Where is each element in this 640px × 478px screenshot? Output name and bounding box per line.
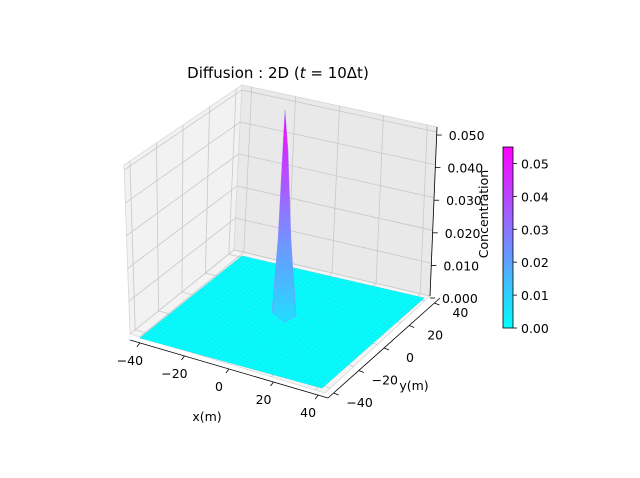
colorbar-tick-label: 0.04 [521,189,549,204]
mesh-line [213,278,397,323]
x-ticks: −40 −20 0 20 40 [117,342,319,420]
y-tick-label: 20 [427,328,443,343]
mesh-line [239,278,343,366]
mesh-line [231,263,414,308]
x-tick-mark [225,368,230,374]
mesh-line [208,282,391,328]
z-tick-label: 0.010 [443,258,479,273]
mesh-line [234,261,417,305]
x-gridline [375,115,384,284]
y-tick-label: 40 [452,305,468,320]
mesh-line [321,297,425,389]
y-gridline [228,88,237,255]
colorbar-tick-label: 0.03 [521,222,549,237]
z-ticks: 0.000 0.010 0.020 0.030 0.040 0.050 [430,128,485,306]
colorbar-tick-label: 0.05 [521,156,549,171]
y-tick-label: −20 [372,373,398,388]
mesh-line [221,272,404,317]
z-tick-label: 0.040 [447,161,483,176]
colorbar-tick-label: 0.00 [521,321,549,336]
z-axis-label: Concentration [476,170,491,258]
mesh-line [218,274,402,319]
y-tick-mark [333,392,339,396]
mesh-line [317,296,420,387]
mesh-line [244,279,347,367]
y-ticks: −40−20 0 20 40 [333,302,468,410]
y-gridline [156,142,159,311]
mesh-line [308,294,411,385]
z-tick-label: 0.030 [446,193,482,208]
mesh-line [235,277,338,365]
mesh-line [211,280,394,326]
mesh-line [276,287,379,376]
x-tick-label: −40 [117,353,143,368]
colorbar-ticks: 0.00 0.01 0.02 0.03 0.04 0.05 [513,156,549,336]
mesh-line [299,292,402,382]
x-tick-label: 0 [215,379,223,394]
x-tick-label: 20 [256,392,272,407]
mesh-line [226,268,409,312]
x-tick-mark [270,381,274,387]
x-tick-label: −20 [161,366,187,381]
mesh-line [249,281,352,369]
y-tick-label: 0 [406,350,414,365]
mesh-line [224,270,407,314]
mesh-line [239,257,422,301]
mesh-line [216,276,399,321]
z-tick-label: 0.050 [449,128,485,143]
mesh-line [262,284,366,372]
mesh-line [289,290,393,380]
y-tick-mark [409,325,415,328]
mesh-line [253,282,356,370]
mesh-line [280,288,384,377]
mesh-line [241,255,425,299]
z-tick-label: 0.020 [445,226,481,241]
mesh-line [285,289,388,379]
x-tick-mark [181,355,185,361]
y-tick-mark [434,302,440,306]
y-gridline [129,160,136,330]
mesh-line [258,283,361,371]
chart-title: Diffusion : 2D (t = 10Δt) [187,64,369,82]
mesh-line [206,284,389,330]
x-tick-mark [314,394,319,400]
y-axis-label: y(m) [399,378,428,393]
x-gridline [419,124,428,294]
z-axis-line [429,126,438,297]
x-gridline [331,105,340,274]
mesh-line [271,286,375,375]
mesh-line [267,285,370,374]
x-tick-label: 40 [300,405,316,420]
x-axis-label: x(m) [192,409,221,424]
y-gridline [181,124,184,293]
surface-peak [271,109,297,323]
x-tick-mark [136,342,141,348]
mesh-line [236,259,419,303]
mesh-line [312,295,416,386]
mesh-line [229,266,412,310]
z-tick-label: 0.000 [442,291,478,306]
y-tick-mark [358,370,364,373]
y-gridline [205,106,210,274]
colorbar-tick-label: 0.02 [521,255,549,270]
y-tick-label: −40 [346,395,372,410]
colorbar-tick-label: 0.01 [521,288,549,303]
colorbar [502,146,514,329]
mesh-line [303,293,406,384]
y-tick-mark [383,347,390,351]
mesh-line [294,291,397,381]
x-gridline [243,87,253,253]
